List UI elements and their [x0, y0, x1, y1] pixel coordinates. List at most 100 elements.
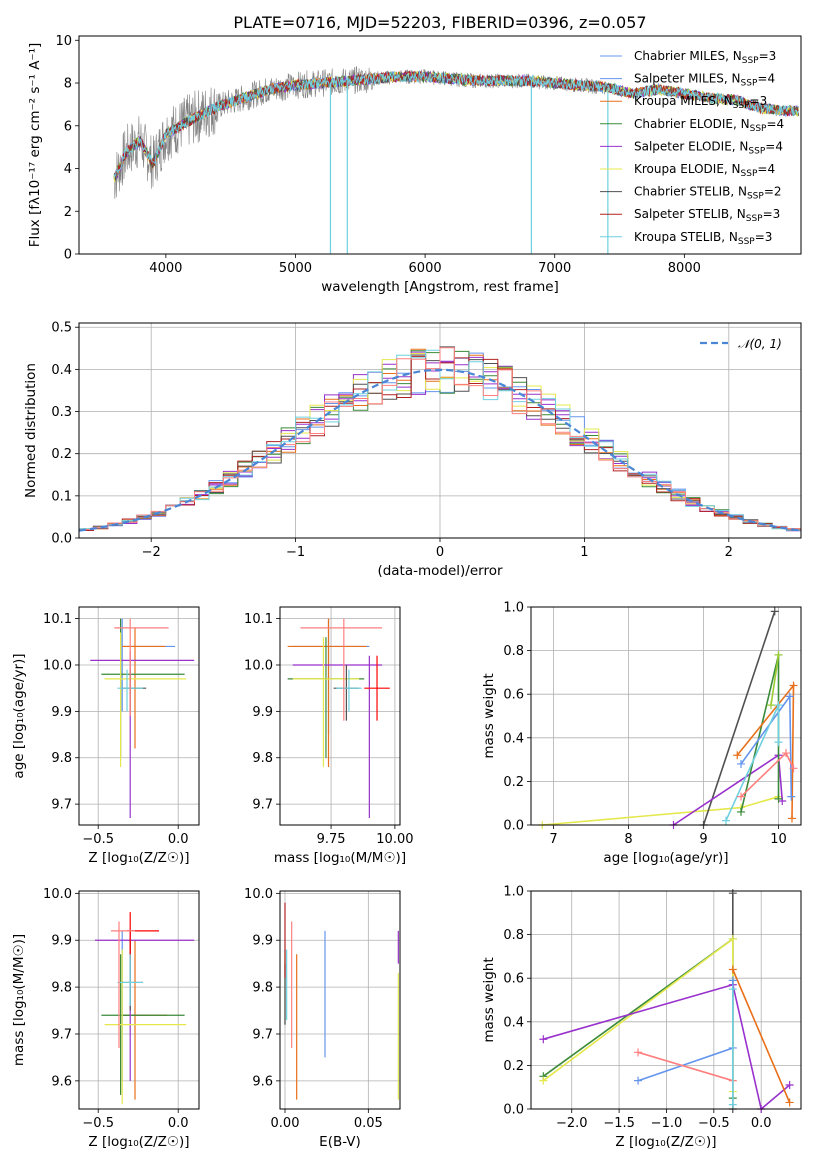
y-tick-label: 0.4 — [503, 731, 524, 746]
y-tick-label: 9.6 — [252, 1074, 273, 1089]
x-tick-label: 1 — [580, 545, 588, 560]
weight-marker — [737, 759, 745, 768]
weight-marker — [789, 681, 798, 690]
y-tick-label: 0.2 — [503, 1059, 524, 1074]
y-tick-label: 0.6 — [503, 688, 524, 703]
y-tick-label: 9.7 — [252, 798, 273, 813]
legend-entry: Salpeter ELODIE, NSSP=4 — [634, 139, 783, 156]
y-tick-label: 0.2 — [503, 775, 524, 790]
weight-line — [740, 654, 780, 813]
weight-marker — [787, 792, 796, 801]
x-tick-label: −0.5 — [82, 1116, 114, 1131]
age-vs-Z-points — [90, 618, 195, 819]
weight-marker — [774, 701, 783, 710]
y-tick-label: 0.8 — [503, 644, 524, 659]
age-vs-Z-ylabel: age [log₁₀(age/yr)] — [11, 653, 27, 778]
y-tick-label: 2 — [64, 205, 72, 220]
x-tick-label: −1.5 — [603, 1116, 635, 1131]
weight-marker — [785, 692, 794, 701]
legend-entry: 𝒩(0, 1) — [738, 337, 782, 351]
y-tick-label: 10.1 — [43, 612, 72, 627]
weight-marker — [774, 794, 783, 803]
y-tick-label: 1.0 — [503, 885, 524, 900]
weight-marker — [728, 889, 737, 898]
weight-marker — [782, 749, 790, 758]
residuals-legend: 𝒩(0, 1) — [700, 337, 782, 351]
legend-entry-tail: =3 — [763, 207, 781, 221]
x-tick-label: 9.75 — [317, 832, 346, 847]
weight-line — [736, 683, 795, 819]
legend-entry-tail: =4 — [765, 139, 783, 153]
y-tick-label: 9.9 — [51, 934, 72, 949]
weight-vs-Z-xlabel: Z [log₁₀(Z/Z☉)] — [615, 1134, 716, 1150]
weight-marker — [788, 814, 796, 823]
weight-marker — [634, 1048, 643, 1057]
x-tick-label: 8 — [624, 832, 632, 847]
legend-entry-tail: =2 — [764, 185, 782, 199]
legend-entry-sub: SSP — [746, 214, 763, 224]
x-tick-label: 0 — [436, 545, 444, 560]
x-tick-label: 10 — [770, 832, 787, 847]
spectrum-ylabel: Flux [fλ10⁻¹⁷ erg cm⁻² s⁻¹ A⁻¹] — [27, 43, 43, 248]
weight-vs-age-axes: 7 8 9 10 0.0 0.2 0.4 0.6 0.8 1.0 — [503, 601, 801, 847]
y-tick-label: 9.9 — [252, 934, 273, 949]
legend-entry-tail: =3 — [759, 49, 777, 63]
y-tick-label: 0.0 — [503, 819, 524, 834]
y-tick-label: 9.8 — [51, 751, 72, 766]
x-tick-label: 5000 — [279, 261, 312, 276]
mass-vs-EBV-frame — [279, 890, 401, 1110]
legend-entry-sub: SSP — [741, 169, 758, 179]
weight-vs-Z-series — [539, 889, 794, 1113]
mass-vs-EBV-xlabel: E(B-V) — [319, 1134, 361, 1150]
legend-entry-tail: =4 — [757, 72, 775, 86]
y-tick-label: 0.0 — [503, 1103, 524, 1118]
weight-line — [637, 1051, 734, 1082]
legend-entry-main: Salpeter MILES, N — [634, 72, 741, 86]
y-tick-label: 10.0 — [43, 887, 72, 902]
legend-entry-main: Salpeter ELODIE, N — [634, 139, 748, 153]
weight-vs-age-frame — [530, 606, 802, 826]
y-tick-label: 10.1 — [244, 612, 273, 627]
y-tick-label: 9.7 — [51, 798, 72, 813]
y-tick-label: 1.0 — [503, 601, 524, 616]
weight-marker — [728, 965, 737, 974]
weight-line — [732, 969, 791, 1103]
age-vs-Z-frame — [78, 606, 200, 826]
y-tick-label: 9.7 — [51, 1027, 72, 1042]
weight-marker — [737, 792, 745, 801]
y-tick-label: 4 — [64, 162, 72, 177]
x-tick-label: 9 — [699, 832, 707, 847]
mass-vs-Z-axes: −0.5 0.0 9.6 9.7 9.8 9.9 10.0 — [43, 887, 199, 1131]
age-vs-mass-axes: 9.75 10.00 9.7 9.8 9.9 10.0 10.1 — [244, 607, 414, 847]
age-vs-Z-axes: −0.5 0.0 9.7 9.8 9.9 10.0 10.1 — [43, 607, 199, 847]
legend-entry: Chabrier MILES, NSSP=3 — [634, 49, 776, 66]
weight-marker — [728, 985, 737, 994]
age-vs-mass-points — [287, 618, 390, 819]
x-tick-label: 10.00 — [376, 832, 413, 847]
legend-entry-main: Kroupa STELIB, N — [634, 230, 738, 244]
spectrum-frame — [78, 35, 802, 255]
residuals-axes: −2 −1 0 1 2 0.0 0.1 0.2 0.3 0.4 0.5 — [51, 321, 801, 560]
weight-vs-Z-ylabel: mass weight — [481, 957, 497, 1042]
legend-entry: Salpeter MILES, NSSP=4 — [634, 72, 775, 89]
spectrum-axes: 4000 5000 6000 7000 8000 0 2 4 6 8 10 — [55, 34, 700, 276]
y-tick-label: 9.9 — [252, 705, 273, 720]
legend-entry-sub: SSP — [738, 237, 755, 247]
x-tick-label: 6000 — [409, 261, 442, 276]
legend-entry: Salpeter STELIB, NSSP=3 — [634, 207, 780, 224]
x-tick-label: −0.5 — [698, 1116, 730, 1131]
legend-entry-main: Kroupa MILES, N — [634, 94, 733, 108]
weight-marker — [539, 1076, 548, 1085]
y-tick-label: 0 — [64, 248, 72, 263]
legend-entry-main: Chabrier ELODIE, N — [634, 117, 750, 131]
weight-vs-age-xlabel: age [log₁₀(age/yr)] — [603, 850, 728, 866]
residuals-xlabel: (data-model)/error — [377, 563, 503, 579]
y-tick-label: 10.0 — [244, 658, 273, 673]
legend-entry-main: Chabrier STELIB, N — [634, 185, 747, 199]
x-tick-label: −1 — [286, 545, 305, 560]
legend-entry: Kroupa ELODIE, NSSP=4 — [634, 162, 775, 179]
weight-line — [543, 983, 791, 1111]
legend-entry: Kroupa MILES, NSSP=3 — [634, 94, 767, 111]
age-vs-Z-xlabel: Z [log₁₀(Z/Z☉)] — [88, 850, 189, 866]
